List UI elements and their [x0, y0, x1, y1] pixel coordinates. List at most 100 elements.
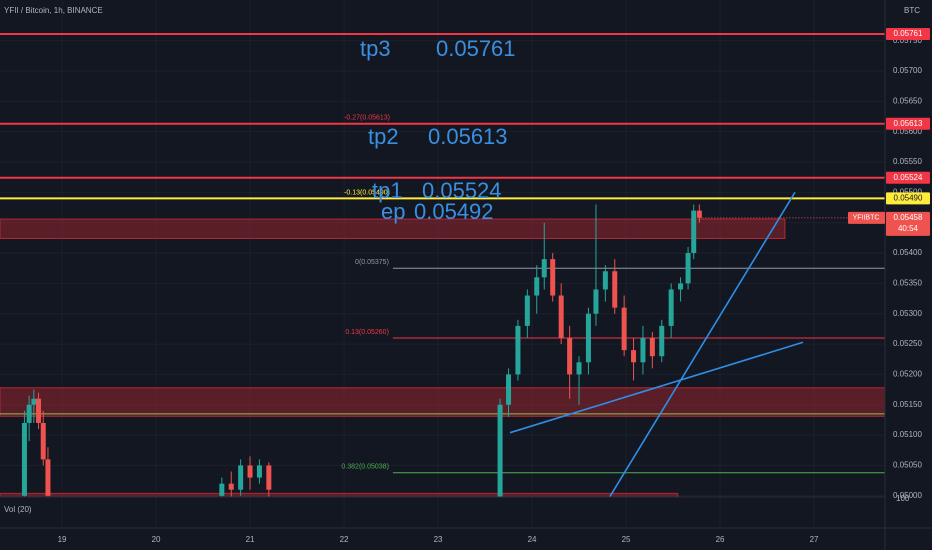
price-tag-label: 0.05524 [894, 173, 923, 182]
y-tick-label: 0.05000 [893, 491, 922, 500]
x-tick-label: 21 [246, 535, 255, 544]
candle-body [685, 253, 691, 284]
last-price-label: 0.05458 [894, 213, 923, 222]
candle-body [576, 362, 582, 375]
price-tag [886, 171, 930, 184]
price-tag [886, 117, 930, 130]
x-tick-label: 26 [716, 535, 725, 544]
fib-label: -0.27(0.05613) [344, 115, 390, 122]
currency-label: BTC [904, 6, 920, 15]
x-tick-label: 22 [340, 535, 349, 544]
x-tick-label: 25 [622, 535, 631, 544]
candle-body [593, 289, 599, 314]
candle-body [26, 404, 32, 423]
candle-body [541, 259, 547, 278]
y-tick-label: 0.05050 [893, 461, 922, 470]
candle-body [228, 483, 234, 490]
candle-body [247, 465, 253, 478]
y-tick-label: 0.05650 [893, 96, 922, 105]
symbol-label: YFIIBTC [853, 215, 880, 222]
annotation-price: 0.05524 [422, 178, 502, 203]
symbol-tag [848, 211, 885, 224]
annotation-name: tp1 [372, 178, 403, 203]
annotation-price: 0.05492 [414, 199, 494, 224]
axes: 0.05000 0.05050 0.05100 0.05150 0.05200 0.052… [58, 36, 923, 544]
y-tick-label: 0.05700 [893, 66, 922, 75]
candle-body [40, 422, 46, 460]
candle-body [21, 422, 27, 496]
candle-body [550, 259, 556, 296]
price-tag [886, 27, 930, 40]
y-tick-label: 0.05150 [893, 400, 922, 409]
trend-line [509, 341, 804, 434]
candle-body [506, 374, 512, 405]
x-tick-label: 27 [810, 535, 819, 544]
grid [0, 0, 885, 528]
y-tick-label: 0.05400 [893, 248, 922, 257]
last-price-tag [886, 211, 930, 236]
fib-label: 0.13(0.05260) [345, 329, 389, 336]
price-pane [0, 32, 885, 497]
candle-body [696, 210, 702, 218]
price-tag-label: 0.05613 [894, 119, 923, 128]
candle-body [659, 325, 665, 357]
fib-label: 0(0.05375) [355, 259, 389, 266]
candle-body [524, 295, 530, 326]
candle-body [567, 338, 573, 375]
zone [0, 218, 786, 239]
chart-title: YFII / Bitcoin, 1h, BINANCE [4, 6, 103, 15]
x-tick-label: 19 [58, 535, 67, 544]
y-tick-label: 0.05750 [893, 36, 922, 45]
candle-body [497, 404, 503, 497]
volume-axis-label: 100 [896, 494, 910, 503]
y-tick-label: 0.05200 [893, 370, 922, 379]
y-tick-label: 0.05350 [893, 279, 922, 288]
y-tick-label: 0.05550 [893, 157, 922, 166]
y-tick-label: 0.05600 [893, 127, 922, 136]
x-tick-label: 24 [528, 535, 537, 544]
fib-label: -0.13(0.05490) [344, 189, 390, 196]
candle-body [266, 465, 272, 490]
candle-body [238, 465, 244, 490]
price-tag-label: 0.05490 [894, 194, 923, 203]
annotation-price: 0.05613 [428, 124, 508, 149]
annotation-name: ep [381, 199, 405, 224]
candle-body [585, 313, 591, 363]
zone [0, 387, 885, 417]
candle-body [668, 289, 674, 326]
y-tick-label: 0.05500 [893, 187, 922, 196]
candle-body [612, 271, 618, 308]
annotation-name: tp2 [368, 124, 399, 149]
volume-label: Vol (20) [4, 505, 32, 514]
candle-body [515, 325, 521, 375]
price-tag-label: 0.05761 [894, 29, 923, 38]
candle-body [649, 338, 655, 357]
candle-body [640, 338, 646, 363]
y-tick-label: 0.05300 [893, 309, 922, 318]
candle-body [534, 277, 540, 296]
candle-body [45, 459, 51, 496]
candle-body [631, 350, 637, 363]
candle-body [621, 307, 627, 351]
price-tag [886, 192, 930, 205]
annotation-name: tp3 [360, 36, 391, 61]
candle-body [36, 398, 42, 423]
candle-body [31, 398, 37, 405]
countdown-label: 40:54 [898, 224, 919, 233]
candle-body [678, 283, 684, 290]
x-tick-label: 20 [152, 535, 161, 544]
annotation-price: 0.05761 [436, 36, 516, 61]
zone [0, 492, 679, 497]
y-tick-label: 0.05100 [893, 430, 922, 439]
candle-body [691, 210, 697, 254]
fib-label: 0.382(0.05038) [341, 464, 388, 471]
candle-body [256, 465, 262, 478]
y-tick-label: 0.05250 [893, 339, 922, 348]
trend-line [608, 191, 796, 497]
candle-body [558, 295, 564, 339]
candle-body [602, 271, 608, 290]
candle-body [219, 483, 225, 496]
